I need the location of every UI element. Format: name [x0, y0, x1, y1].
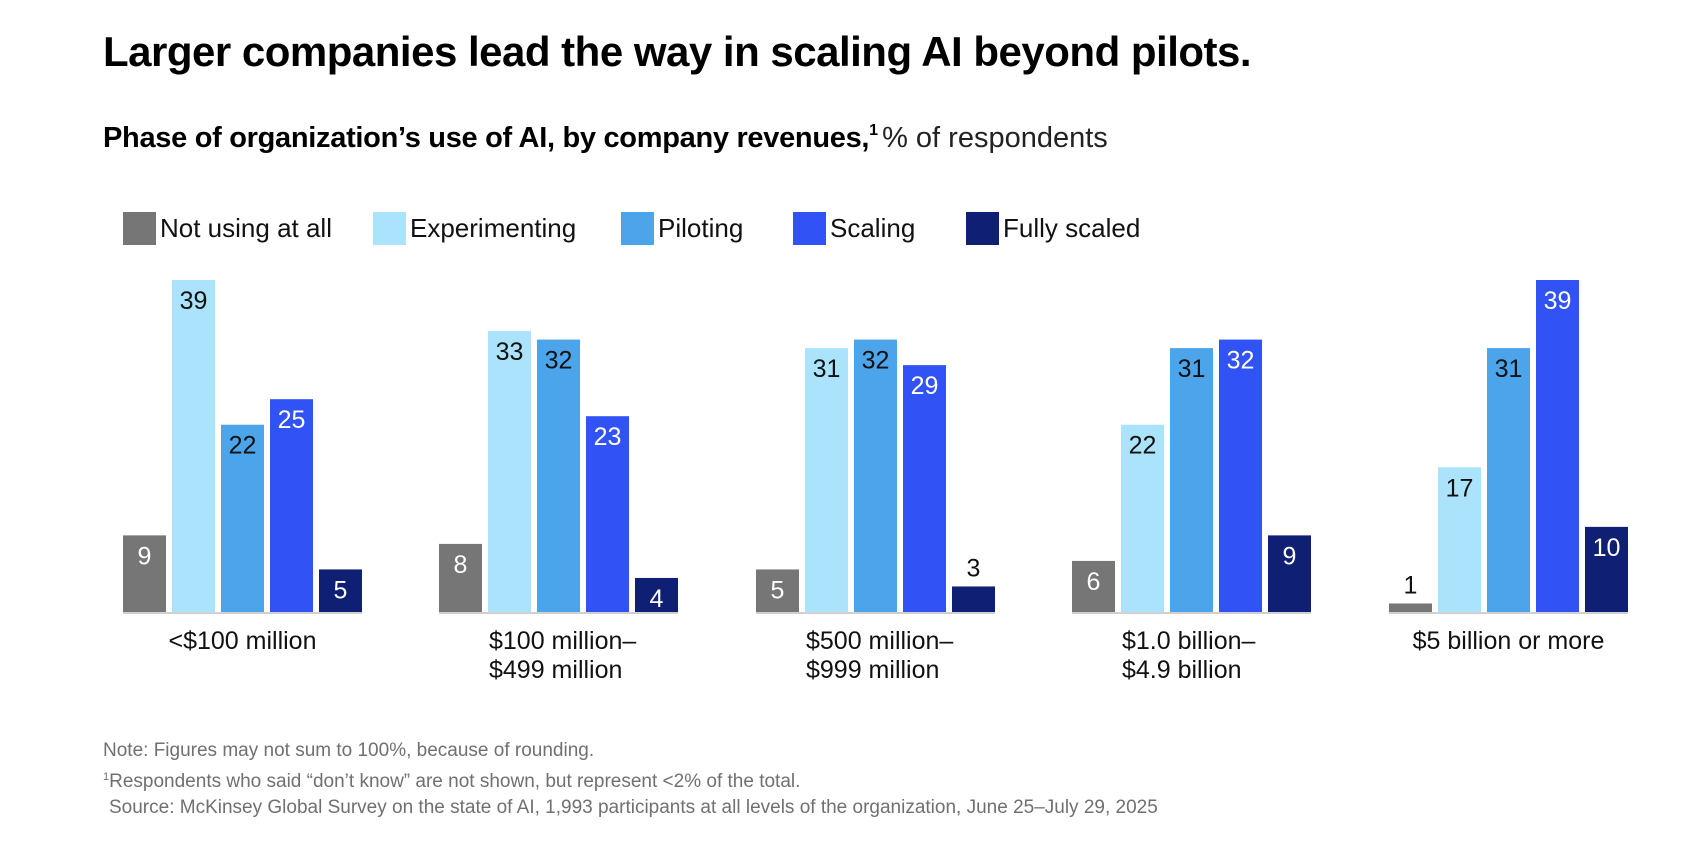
footnote-1-marker: 1 — [103, 771, 110, 783]
data-label: 9 — [1283, 542, 1297, 570]
bar-experimenting — [1438, 467, 1481, 612]
bar-group: 5 31 32 29 3 $500 million– $999 million — [756, 339, 995, 684]
bar-fully-scaled — [1585, 526, 1628, 612]
subtitle-unit: % of respondents — [882, 122, 1108, 154]
data-label: 17 — [1446, 474, 1474, 502]
bar-not-using-at-all — [123, 535, 166, 612]
data-label: 5 — [334, 576, 348, 604]
bar-scaling — [270, 399, 313, 612]
bar-piloting — [537, 339, 580, 612]
legend-label: Piloting — [658, 213, 744, 243]
data-label: 39 — [1544, 287, 1572, 315]
bar-fully-scaled — [635, 577, 678, 612]
data-label: 31 — [813, 355, 841, 383]
subtitle-main: Phase of organization’s use of AI, by co… — [103, 122, 870, 154]
category-label-line: $1.0 billion– — [1122, 627, 1256, 655]
bar-scaling — [1536, 280, 1579, 612]
data-label: 39 — [180, 287, 208, 315]
bar-not-using-at-all — [1072, 560, 1115, 612]
bar-group: 6 22 31 32 9 $1.0 billion– $4.9 billion — [1072, 339, 1311, 684]
category-label-line: $999 million — [806, 656, 939, 684]
legend-swatch — [793, 212, 826, 245]
category-label: <$100 million — [168, 627, 316, 655]
bar-group: 9 39 22 25 5 <$100 million — [123, 280, 362, 655]
subtitle-footnote-marker: 1 — [869, 122, 879, 139]
data-label: 1 — [1404, 571, 1418, 599]
category-label-line: $500 million– — [806, 627, 953, 655]
legend-item-experimenting: Experimenting — [373, 212, 576, 245]
data-label: 31 — [1495, 355, 1523, 383]
category-label: $100 million– $499 million — [489, 627, 636, 684]
category-label-line: $100 million– — [489, 627, 636, 655]
data-label: 22 — [1129, 432, 1157, 460]
footnote-1-text: Respondents who said “don’t know” are no… — [109, 771, 801, 792]
legend-item-fully-scaled: Fully scaled — [966, 212, 1140, 245]
data-label: 4 — [650, 585, 664, 613]
bar-not-using-at-all — [1389, 603, 1432, 612]
data-label: 31 — [1178, 355, 1206, 383]
bar-fully-scaled — [319, 569, 362, 612]
bar-piloting — [854, 339, 897, 612]
bar-piloting — [1170, 348, 1213, 612]
legend-swatch — [966, 212, 999, 245]
category-label-line: $499 million — [489, 656, 622, 684]
legend-item-not-using-at-all: Not using at all — [123, 212, 332, 245]
bar-scaling — [1219, 339, 1262, 612]
data-label: 9 — [138, 542, 152, 570]
data-label: 25 — [278, 406, 306, 434]
category-label-line: $4.9 billion — [1122, 656, 1242, 684]
data-label: 29 — [911, 372, 939, 400]
chart-title: Larger companies lead the way in scaling… — [103, 28, 1252, 75]
data-label: 6 — [1087, 568, 1101, 596]
bar-experimenting — [1121, 424, 1164, 612]
category-label-line: $5 billion or more — [1413, 627, 1605, 655]
bar-group: 8 33 32 23 4 $100 million– $499 million — [439, 331, 678, 684]
legend-swatch — [123, 212, 156, 245]
data-label: 33 — [496, 338, 524, 366]
data-label: 22 — [229, 432, 257, 460]
legend-label: Scaling — [830, 213, 916, 243]
category-label: $500 million– $999 million — [806, 627, 953, 684]
bar-group: 1 17 31 39 10 $5 billion or more — [1389, 280, 1628, 655]
footnote-1: 1Respondents who said “don’t know” are n… — [103, 764, 1158, 795]
bar-scaling — [903, 365, 946, 612]
data-label: 8 — [454, 551, 468, 579]
source-text: Source: McKinsey Global Survey on the st… — [109, 797, 1158, 818]
bar-experimenting — [488, 331, 531, 612]
category-label: $1.0 billion– $4.9 billion — [1122, 627, 1256, 684]
data-label: 32 — [1227, 347, 1255, 375]
note-text: Note: Figures may not sum to 100%, becau… — [103, 740, 595, 761]
category-label-line: <$100 million — [168, 627, 316, 655]
data-label: 3 — [967, 554, 981, 582]
data-label: 23 — [594, 423, 622, 451]
bar-experimenting — [805, 348, 848, 612]
footnotes: Note: Figures may not sum to 100%, becau… — [103, 738, 1158, 821]
data-label: 32 — [862, 347, 890, 375]
chart-subtitle: Phase of organization’s use of AI, by co… — [103, 122, 1108, 155]
data-label: 10 — [1593, 534, 1621, 562]
bar-piloting — [1487, 348, 1530, 612]
legend-swatch — [621, 212, 654, 245]
bar-not-using-at-all — [756, 569, 799, 612]
bar-piloting — [221, 424, 264, 612]
legend-item-scaling: Scaling — [793, 212, 915, 245]
legend-label: Not using at all — [160, 213, 332, 243]
legend-swatch — [373, 212, 406, 245]
legend-item-piloting: Piloting — [621, 212, 743, 245]
category-label: $5 billion or more — [1413, 627, 1605, 655]
bar-scaling — [586, 416, 629, 612]
legend-label: Experimenting — [410, 213, 577, 243]
bar-experimenting — [172, 280, 215, 612]
data-label: 5 — [771, 576, 785, 604]
bar-fully-scaled — [1268, 535, 1311, 612]
data-label: 32 — [545, 347, 573, 375]
bar-fully-scaled — [952, 586, 995, 612]
legend-label: Fully scaled — [1003, 213, 1141, 243]
bar-not-using-at-all — [439, 543, 482, 612]
